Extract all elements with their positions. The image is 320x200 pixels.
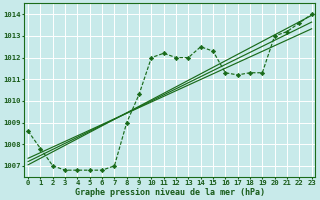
- X-axis label: Graphe pression niveau de la mer (hPa): Graphe pression niveau de la mer (hPa): [75, 188, 265, 197]
